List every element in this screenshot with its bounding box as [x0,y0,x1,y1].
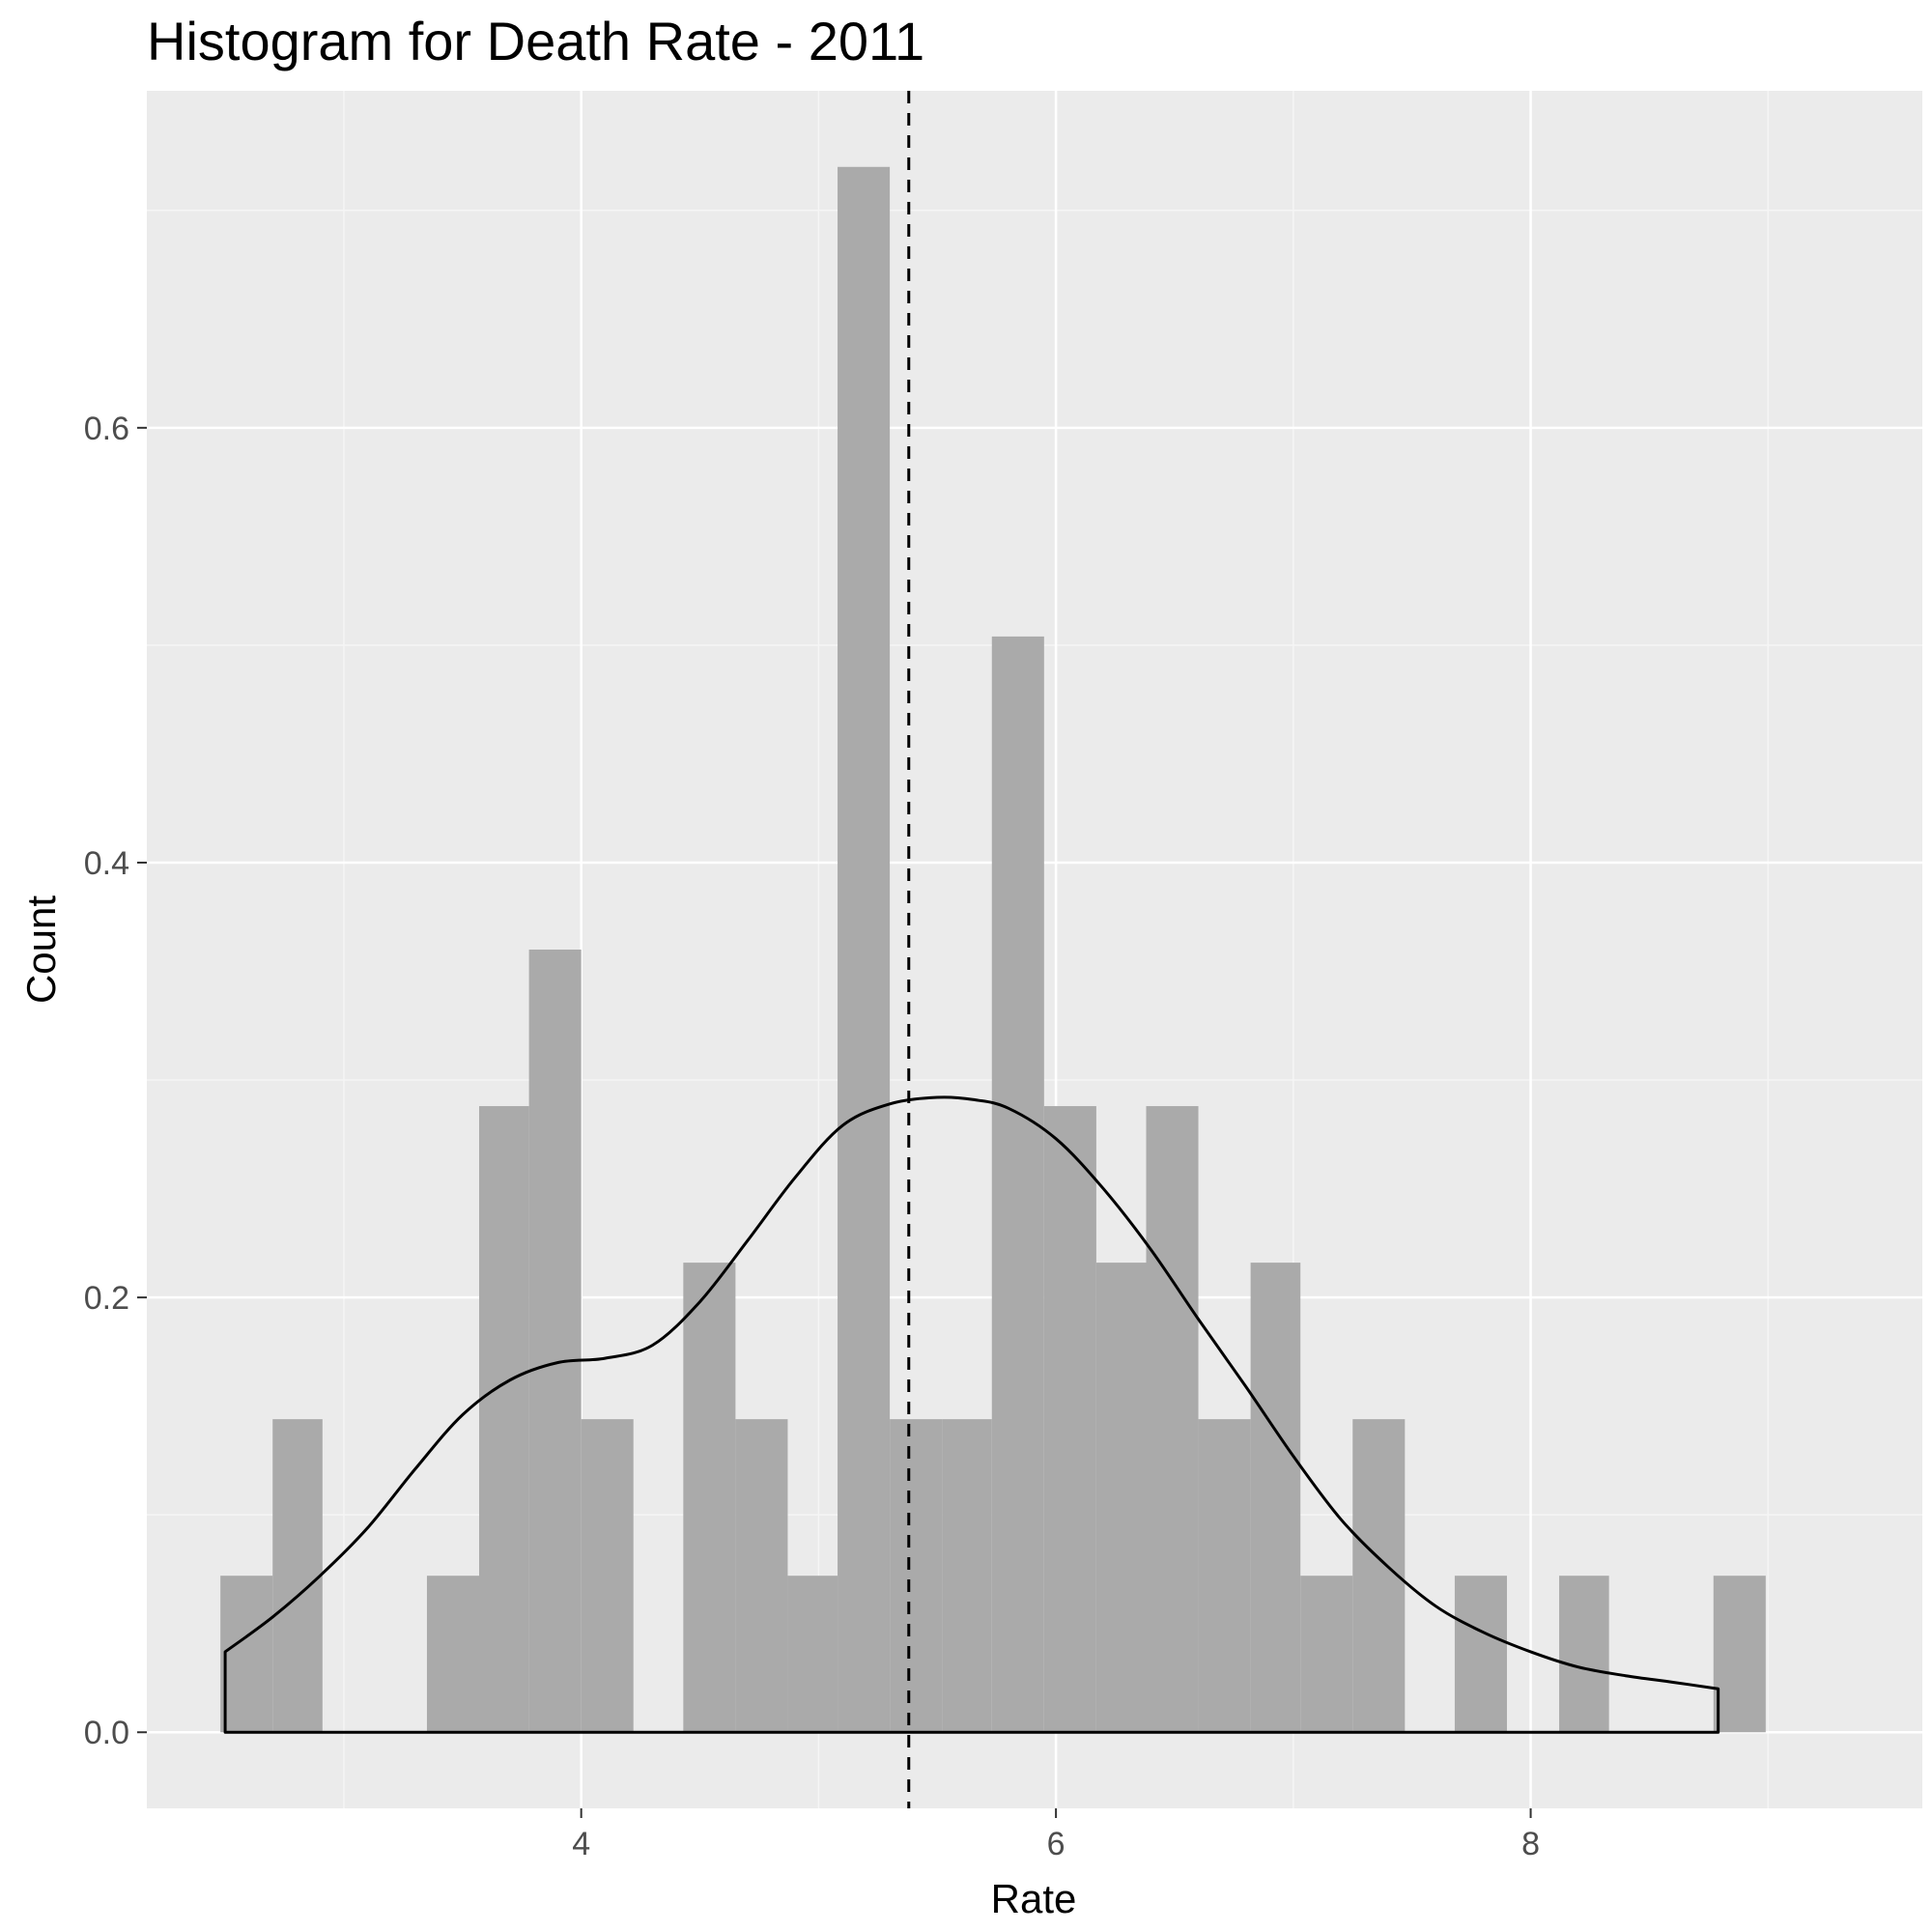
histogram-bar [1713,1576,1766,1733]
density-layer [223,1095,1720,1734]
histogram-bar [1454,1576,1507,1733]
histogram-bar [479,1106,529,1733]
histogram-bar [581,1419,634,1733]
chart-title: Histogram for Death Rate - 2011 [147,11,924,71]
histogram-bar [991,636,1044,1733]
histogram-bar [890,1419,943,1733]
histogram-bar [1146,1106,1199,1733]
histogram-bar [1043,1106,1096,1733]
x-tick-label: 6 [1047,1826,1065,1862]
histogram-bar [528,950,582,1733]
histogram-bar [735,1419,788,1733]
density-curve [223,1095,1720,1734]
axes-layer: 4 6 8 0.0 0.2 0.4 0.6 [84,411,1540,1862]
x-axis-title: Rate [991,1876,1077,1921]
y-tick-label: 0.4 [84,845,129,882]
histogram-bar [272,1419,323,1733]
x-tick-label: 4 [572,1826,590,1862]
histogram-bar [942,1419,992,1733]
histogram-bar [1198,1419,1251,1733]
histogram-bar [838,166,891,1733]
y-tick-label: 0.6 [84,411,129,447]
histogram-bar [1300,1576,1353,1733]
y-axis-title: Count [18,895,64,1004]
y-tick-label: 0.2 [84,1280,129,1317]
histogram-bar [1559,1576,1609,1733]
bars-layer [220,166,1766,1733]
histogram-bar [787,1576,838,1733]
histogram-bar [220,1576,273,1733]
x-tick-label: 8 [1521,1826,1540,1862]
histogram-bar [1250,1263,1301,1733]
histogram-bar [683,1263,736,1733]
histogram-bar [1095,1263,1147,1733]
histogram-bar [426,1576,480,1733]
y-tick-label: 0.0 [84,1715,129,1751]
